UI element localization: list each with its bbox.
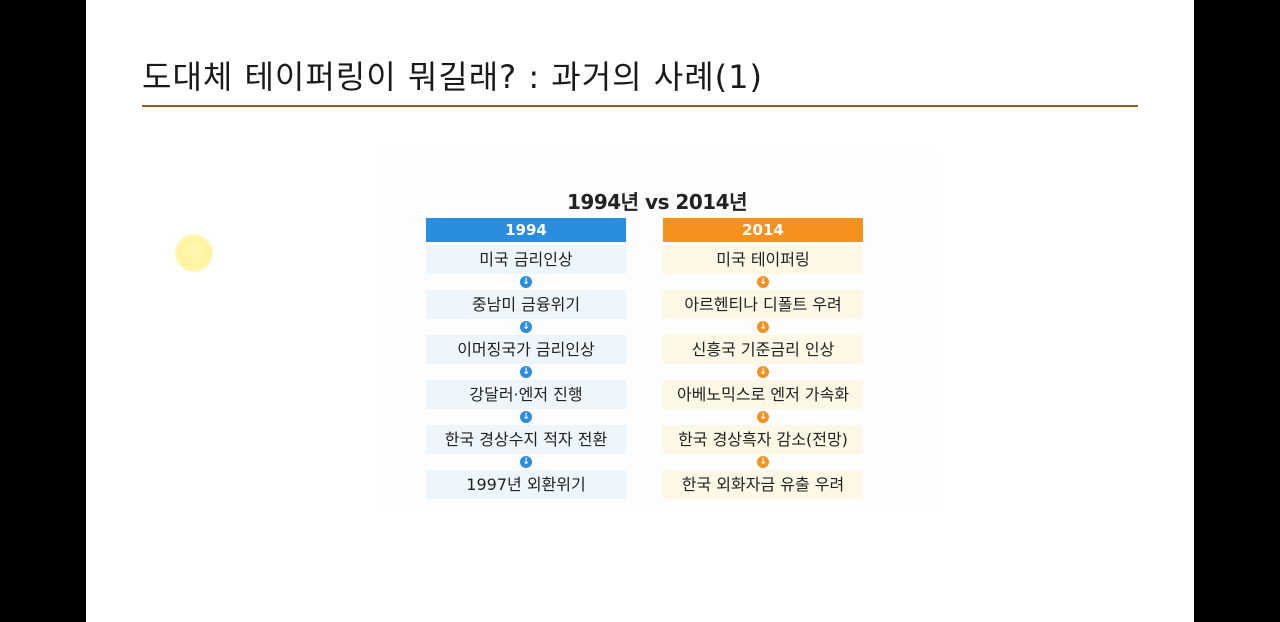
column-1994: 1994 미국 금리인상 ↓ 중남미 금융위기 ↓ 이머징국가 금리인상 ↓ 강… <box>426 218 626 499</box>
arrow-down-icon: ↓ <box>426 364 626 380</box>
step-2014-5: 한국 경상흑자 감소(전망) <box>663 425 863 454</box>
slide-title: 도대체 테이퍼링이 뭐길래? : 과거의 사례(1) <box>142 58 763 96</box>
step-2014-4: 아베노믹스로 엔저 가속화 <box>663 380 863 409</box>
arrow-down-icon: ↓ <box>663 364 863 380</box>
laser-pointer-icon <box>175 234 213 272</box>
step-2014-1: 미국 테이퍼링 <box>663 245 863 274</box>
comparison-diagram: 1994년 vs 2014년 1994 미국 금리인상 ↓ 중남미 금융위기 ↓… <box>376 150 938 510</box>
step-2014-3: 신흥국 기준금리 인상 <box>663 335 863 364</box>
title-underline <box>142 105 1138 107</box>
arrow-down-icon: ↓ <box>426 454 626 470</box>
step-1994-3: 이머징국가 금리인상 <box>426 335 626 364</box>
step-1994-2: 중남미 금융위기 <box>426 290 626 319</box>
step-1994-4: 강달러·엔저 진행 <box>426 380 626 409</box>
column-header-2014: 2014 <box>663 218 863 242</box>
arrow-down-icon: ↓ <box>663 409 863 425</box>
step-2014-6: 한국 외화자금 유출 우려 <box>663 470 863 499</box>
column-2014: 2014 미국 테이퍼링 ↓ 아르헨티나 디폴트 우려 ↓ 신흥국 기준금리 인… <box>663 218 863 499</box>
arrow-down-icon: ↓ <box>426 274 626 290</box>
step-1994-6: 1997년 외환위기 <box>426 470 626 499</box>
slide: 도대체 테이퍼링이 뭐길래? : 과거의 사례(1) 1994년 vs 2014… <box>86 0 1194 622</box>
arrow-down-icon: ↓ <box>426 409 626 425</box>
step-1994-5: 한국 경상수지 적자 전환 <box>426 425 626 454</box>
step-1994-1: 미국 금리인상 <box>426 245 626 274</box>
step-2014-2: 아르헨티나 디폴트 우려 <box>663 290 863 319</box>
arrow-down-icon: ↓ <box>426 319 626 335</box>
diagram-title: 1994년 vs 2014년 <box>567 190 748 214</box>
arrow-down-icon: ↓ <box>663 319 863 335</box>
column-header-1994: 1994 <box>426 218 626 242</box>
arrow-down-icon: ↓ <box>663 454 863 470</box>
arrow-down-icon: ↓ <box>663 274 863 290</box>
